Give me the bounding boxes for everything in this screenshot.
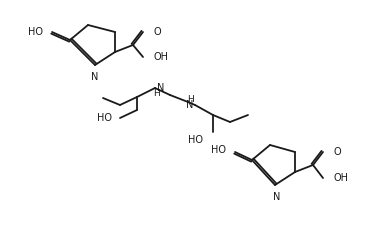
Text: HO: HO: [211, 145, 226, 155]
Text: HO: HO: [188, 135, 203, 145]
Text: N: N: [273, 192, 281, 202]
Text: O: O: [153, 27, 160, 37]
Text: H: H: [153, 90, 160, 98]
Text: OH: OH: [333, 173, 348, 183]
Text: H: H: [188, 94, 194, 104]
Text: OH: OH: [153, 52, 168, 62]
Text: HO: HO: [28, 27, 43, 37]
Text: N: N: [157, 83, 164, 93]
Text: N: N: [185, 100, 193, 110]
Text: N: N: [91, 72, 99, 82]
Text: HO: HO: [97, 113, 112, 123]
Text: O: O: [333, 147, 341, 157]
